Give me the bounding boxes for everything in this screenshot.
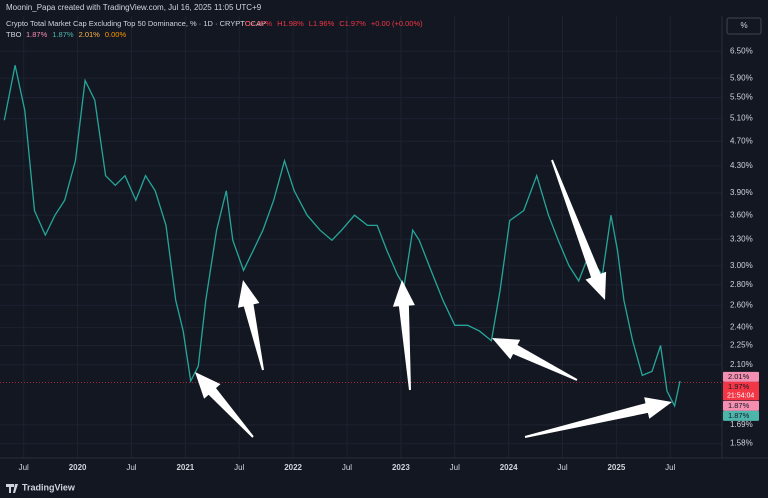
y-tick-label: 6.50% [730,46,753,55]
price-badge [723,410,759,421]
x-tick-label: Jul [19,463,29,472]
indicator-value: 1.87% [26,30,48,39]
price-badge-label: 1.87% [728,411,750,420]
y-tick-label: 3.00% [730,261,753,270]
footer-brand: TradingView [22,482,76,492]
countdown-badge [723,391,759,401]
scale-button-label[interactable]: % [740,21,747,30]
arrow [492,338,578,381]
y-tick-label: 2.80% [730,280,753,289]
y-tick-label: 5.10% [730,114,753,123]
y-tick-label: 3.30% [730,234,753,243]
x-tick-label: 2024 [500,463,518,472]
ohlc-value: H1.98% [277,19,304,28]
annotations [195,159,672,438]
y-tick-label: 1.69% [730,420,753,429]
ohlc-value: +0.00 (+0.00%) [371,19,423,28]
plot [0,65,722,408]
grid [0,16,722,458]
y-tick-label: 5.90% [730,73,753,82]
y-tick-label: 1.58% [730,439,753,448]
arrow [392,280,415,391]
chart-title: Crypto Total Market Cap Excluding Top 50… [6,19,266,28]
price-badge-label: 2.01% [728,372,750,381]
arrow [237,280,264,371]
ohlc-value: L1.96% [309,19,335,28]
x-tick-label: Jul [450,463,460,472]
x-tick-label: 2025 [607,463,625,472]
x-tick-label: 2023 [392,463,410,472]
price-line [3,65,681,408]
x-tick-label: 2021 [176,463,194,472]
x-tick-label: Jul [342,463,352,472]
arrow [551,159,607,300]
price-badge [723,400,759,411]
footer-logo [6,484,18,493]
x-tick-label: Jul [665,463,675,472]
y-tick-label: 2.10% [730,360,753,369]
price-badge [723,371,759,382]
ohlc: O1.97% H1.98% L1.96% C1.97% +0.00 (+0.00%) [245,19,423,28]
y-tick-label: 3.90% [730,188,753,197]
x-tick-label: 2022 [284,463,302,472]
x-tick-label: 2020 [69,463,87,472]
price-badge-label: 1.87% [728,401,750,410]
x-tick-label: Jul [557,463,567,472]
indicator-value: 0.00% [105,30,127,39]
arrow [524,397,672,438]
credit: Moonin_Papa created with TradingView.com… [6,3,262,12]
y-tick-label: 2.25% [730,341,753,350]
y-tick-label: 4.70% [730,136,753,145]
x-tick-label: Jul [126,463,136,472]
indicator-values: 1.87% 1.87% 2.01% 0.00% [26,30,126,39]
y-tick-label: 2.60% [730,301,753,310]
y-tick-label: 3.60% [730,210,753,219]
indicator-name: TBO [6,30,22,39]
scale-button[interactable] [726,17,762,35]
x-tick-label: Jul [234,463,244,472]
y-tick-label: 2.40% [730,323,753,332]
price-badge [723,381,759,392]
ohlc-value: C1.97% [339,19,366,28]
y-tick-label: 5.50% [730,93,753,102]
ohlc-value: O1.97% [245,19,272,28]
price-badge-label: 1.97% [728,382,750,391]
indicator-value: 2.01% [79,30,101,39]
countdown: 21:54:04 [727,393,754,400]
arrow [195,372,254,438]
indicator-value: 1.87% [52,30,74,39]
y-tick-label: 4.30% [730,161,753,170]
